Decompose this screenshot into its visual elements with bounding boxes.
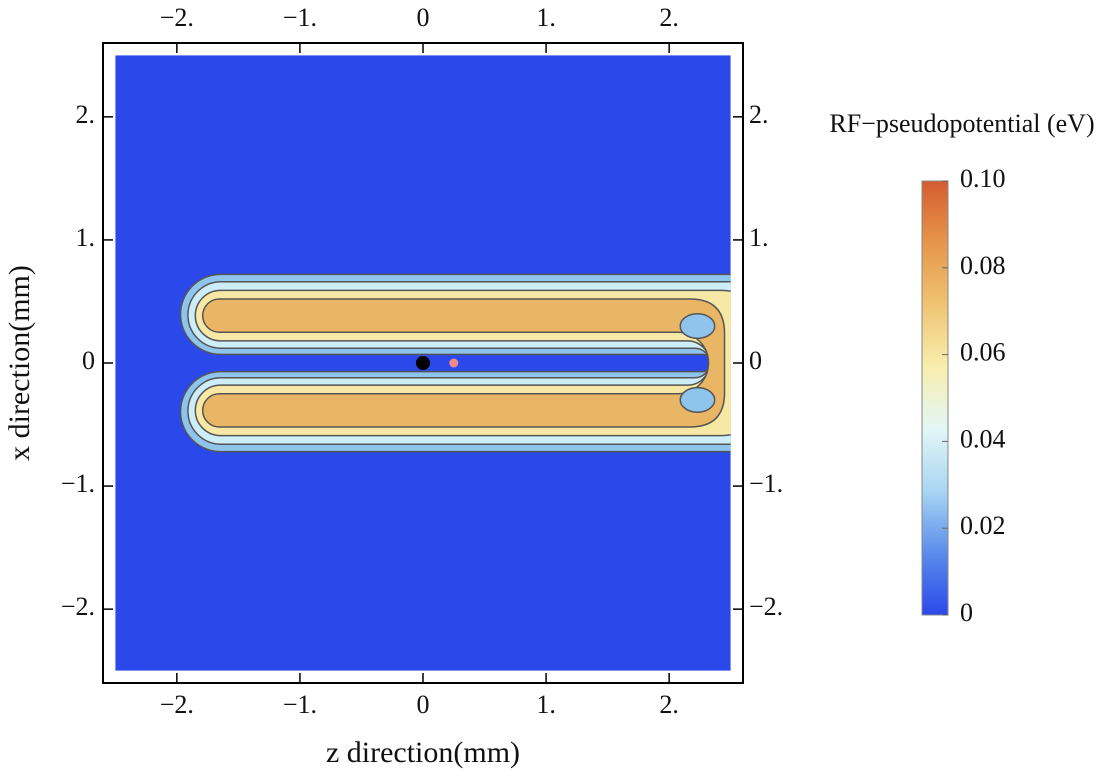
x-tick-label: 0 <box>417 690 430 719</box>
colorbar-tick-label: 0.04 <box>960 424 1006 453</box>
colorbar-tick-label: 0.02 <box>960 511 1006 540</box>
contour-band <box>201 298 726 428</box>
colorbar-tick-label: 0.06 <box>960 338 1006 367</box>
x-tick-label-top: 0 <box>417 3 430 32</box>
x-axis-label: z direction(mm) <box>326 736 520 769</box>
y-tick-label-right: −2. <box>749 592 783 621</box>
contour-pocket <box>679 313 716 340</box>
plot-area <box>115 55 731 671</box>
y-tick-label: −1. <box>61 469 95 498</box>
colorbar-tick-label: 0 <box>960 598 973 627</box>
x-tick-label-top: 2. <box>659 3 679 32</box>
colorbar-tick-label: 0.10 <box>960 164 1006 193</box>
x-tick-label-top: −1. <box>283 3 317 32</box>
y-tick-label: 2. <box>76 100 96 129</box>
x-tick-label: 2. <box>659 690 679 719</box>
marker-point <box>449 358 459 368</box>
colorbar-title: RF−pseudopotential (eV) <box>829 109 1094 138</box>
colorbar <box>921 180 949 616</box>
y-tick-label-right: −1. <box>749 469 783 498</box>
colorbar-tick-label: 0.08 <box>960 251 1006 280</box>
y-axis-label: x direction(mm) <box>3 265 36 461</box>
x-tick-label-top: 1. <box>536 3 556 32</box>
x-tick-label: 1. <box>536 690 556 719</box>
y-tick-label: 1. <box>76 223 96 252</box>
y-tick-label-right: 1. <box>749 223 769 252</box>
y-tick-label-right: 2. <box>749 100 769 129</box>
y-tick-label: 0 <box>82 346 95 375</box>
x-tick-label: −1. <box>283 690 317 719</box>
x-tick-label-top: −2. <box>160 3 194 32</box>
marker-point <box>416 356 430 370</box>
y-tick-label-right: 0 <box>749 346 762 375</box>
x-tick-label: −2. <box>160 690 194 719</box>
contour-pocket <box>679 386 716 413</box>
y-tick-label: −2. <box>61 592 95 621</box>
